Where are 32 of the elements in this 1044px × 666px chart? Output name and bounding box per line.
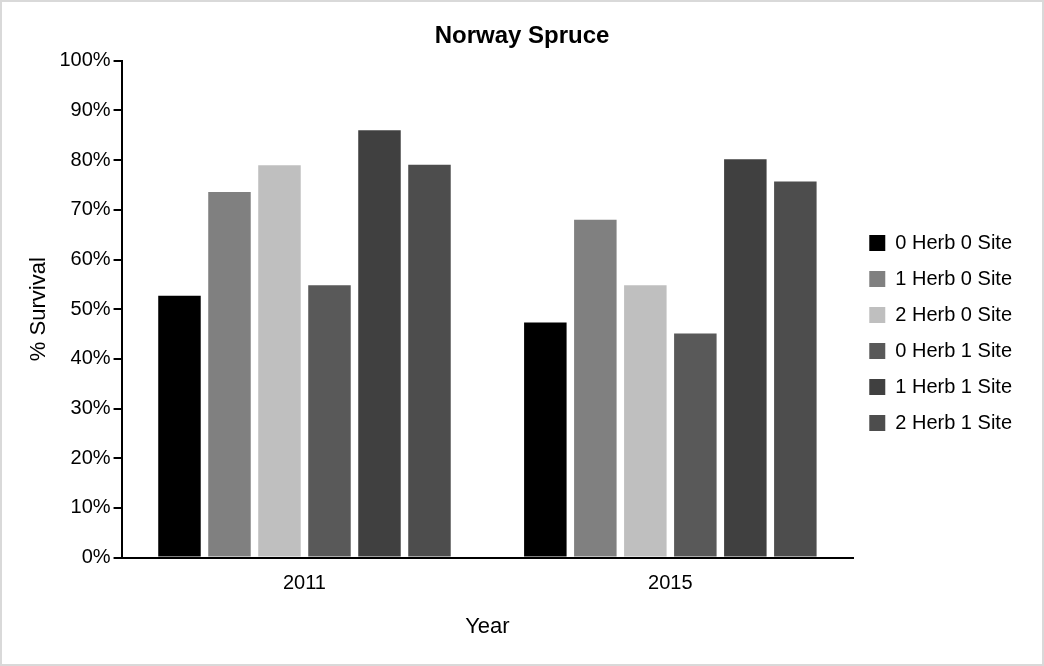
- bar: [358, 130, 401, 557]
- y-tick-label: 70%: [70, 197, 111, 220]
- legend-label: 0 Herb 0 Site: [895, 230, 1013, 253]
- legend-label: 1 Herb 0 Site: [895, 266, 1013, 289]
- bar: [408, 164, 451, 557]
- y-tick-label: 10%: [70, 495, 111, 518]
- legend-label: 1 Herb 1 Site: [895, 374, 1013, 397]
- y-axis-title: % Survival: [25, 257, 51, 362]
- y-tick-label: 30%: [70, 396, 111, 419]
- y-tick-label: 80%: [70, 147, 111, 170]
- y-tick-label: 60%: [70, 247, 111, 270]
- bar: [774, 181, 817, 557]
- bar: [724, 159, 767, 557]
- chart-title: Norway Spruce: [434, 21, 610, 49]
- bar: [574, 219, 617, 557]
- bar: [624, 285, 667, 557]
- bar: [208, 191, 251, 557]
- legend-label: 2 Herb 0 Site: [895, 302, 1013, 325]
- y-tick-label: 40%: [70, 346, 111, 369]
- bar: [258, 165, 301, 557]
- y-tick-label: 50%: [70, 296, 111, 319]
- legend-label: 0 Herb 1 Site: [895, 338, 1013, 361]
- x-axis-title: Year: [465, 612, 510, 638]
- y-tick-label: 90%: [70, 98, 111, 120]
- y-tick-label: 20%: [70, 445, 111, 468]
- y-tick-label: 100%: [59, 48, 111, 71]
- bar: [674, 333, 717, 557]
- x-tick-label: 2011: [282, 571, 326, 594]
- y-tick-label: 0%: [81, 545, 111, 568]
- x-tick-label: 2015: [648, 571, 693, 594]
- bar: [308, 285, 351, 557]
- legend-label: 2 Herb 1 Site: [895, 410, 1013, 433]
